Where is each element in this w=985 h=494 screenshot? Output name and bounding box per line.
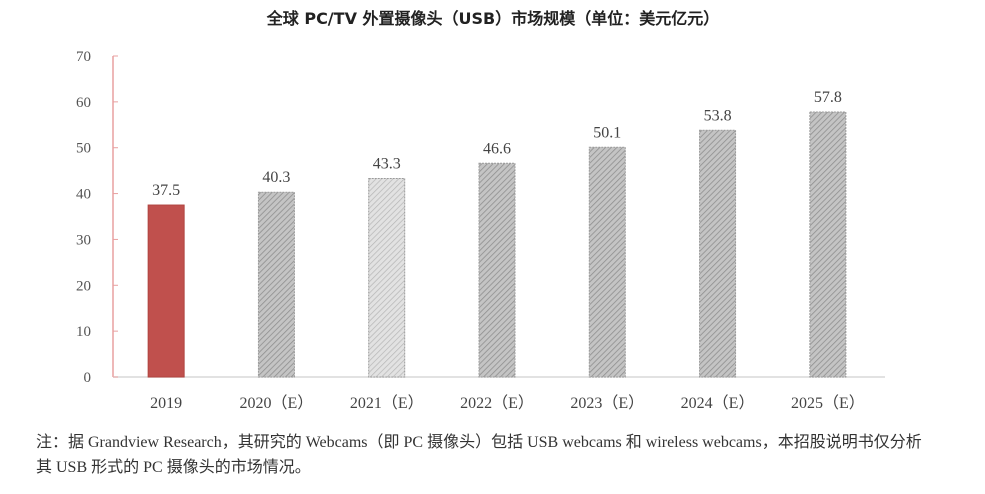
- bar: [588, 146, 626, 378]
- chart-title: 全球 PC/TV 外置摄像头（USB）市场规模（单位：美元亿元）: [266, 9, 719, 28]
- x-tick-label: 2023（E）: [570, 394, 644, 412]
- data-label: 46.6: [483, 140, 511, 157]
- x-tick-label: 2025（E）: [791, 394, 865, 412]
- bar: [699, 129, 737, 378]
- data-label: 40.3: [262, 169, 290, 186]
- data-label: 37.5: [152, 182, 180, 199]
- y-tick-label: 50: [76, 141, 91, 157]
- y-tick-label: 60: [76, 95, 91, 111]
- bar: [478, 162, 516, 378]
- bar: [809, 111, 847, 378]
- x-tick-label: 2022（E）: [460, 394, 534, 412]
- x-tick-label: 2024（E）: [681, 394, 755, 412]
- data-label: 50.1: [593, 124, 621, 141]
- y-tick-label: 0: [84, 370, 92, 386]
- bar: [147, 204, 185, 378]
- x-tick-label: 2020（E）: [240, 394, 314, 412]
- bar: [257, 191, 295, 378]
- bar-chart: 全球 PC/TV 外置摄像头（USB）市场规模（单位：美元亿元） 0 10 20 30…: [76, 9, 885, 412]
- y-tick-label: 70: [76, 49, 91, 65]
- data-label: 53.8: [704, 107, 732, 124]
- footnote: 注：据 Grandview Research，其研究的 Webcams（即 PC…: [36, 434, 922, 476]
- x-tick-label: 2019: [150, 395, 182, 412]
- x-tick-label: 2021（E）: [350, 394, 424, 412]
- data-label: 57.8: [814, 89, 842, 106]
- y-tick-label: 30: [76, 232, 91, 248]
- y-tick-label: 40: [76, 187, 91, 203]
- y-tick-label: 10: [76, 324, 91, 340]
- y-tick-label: 20: [76, 278, 91, 294]
- bar: [368, 177, 406, 378]
- data-label: 43.3: [373, 155, 401, 172]
